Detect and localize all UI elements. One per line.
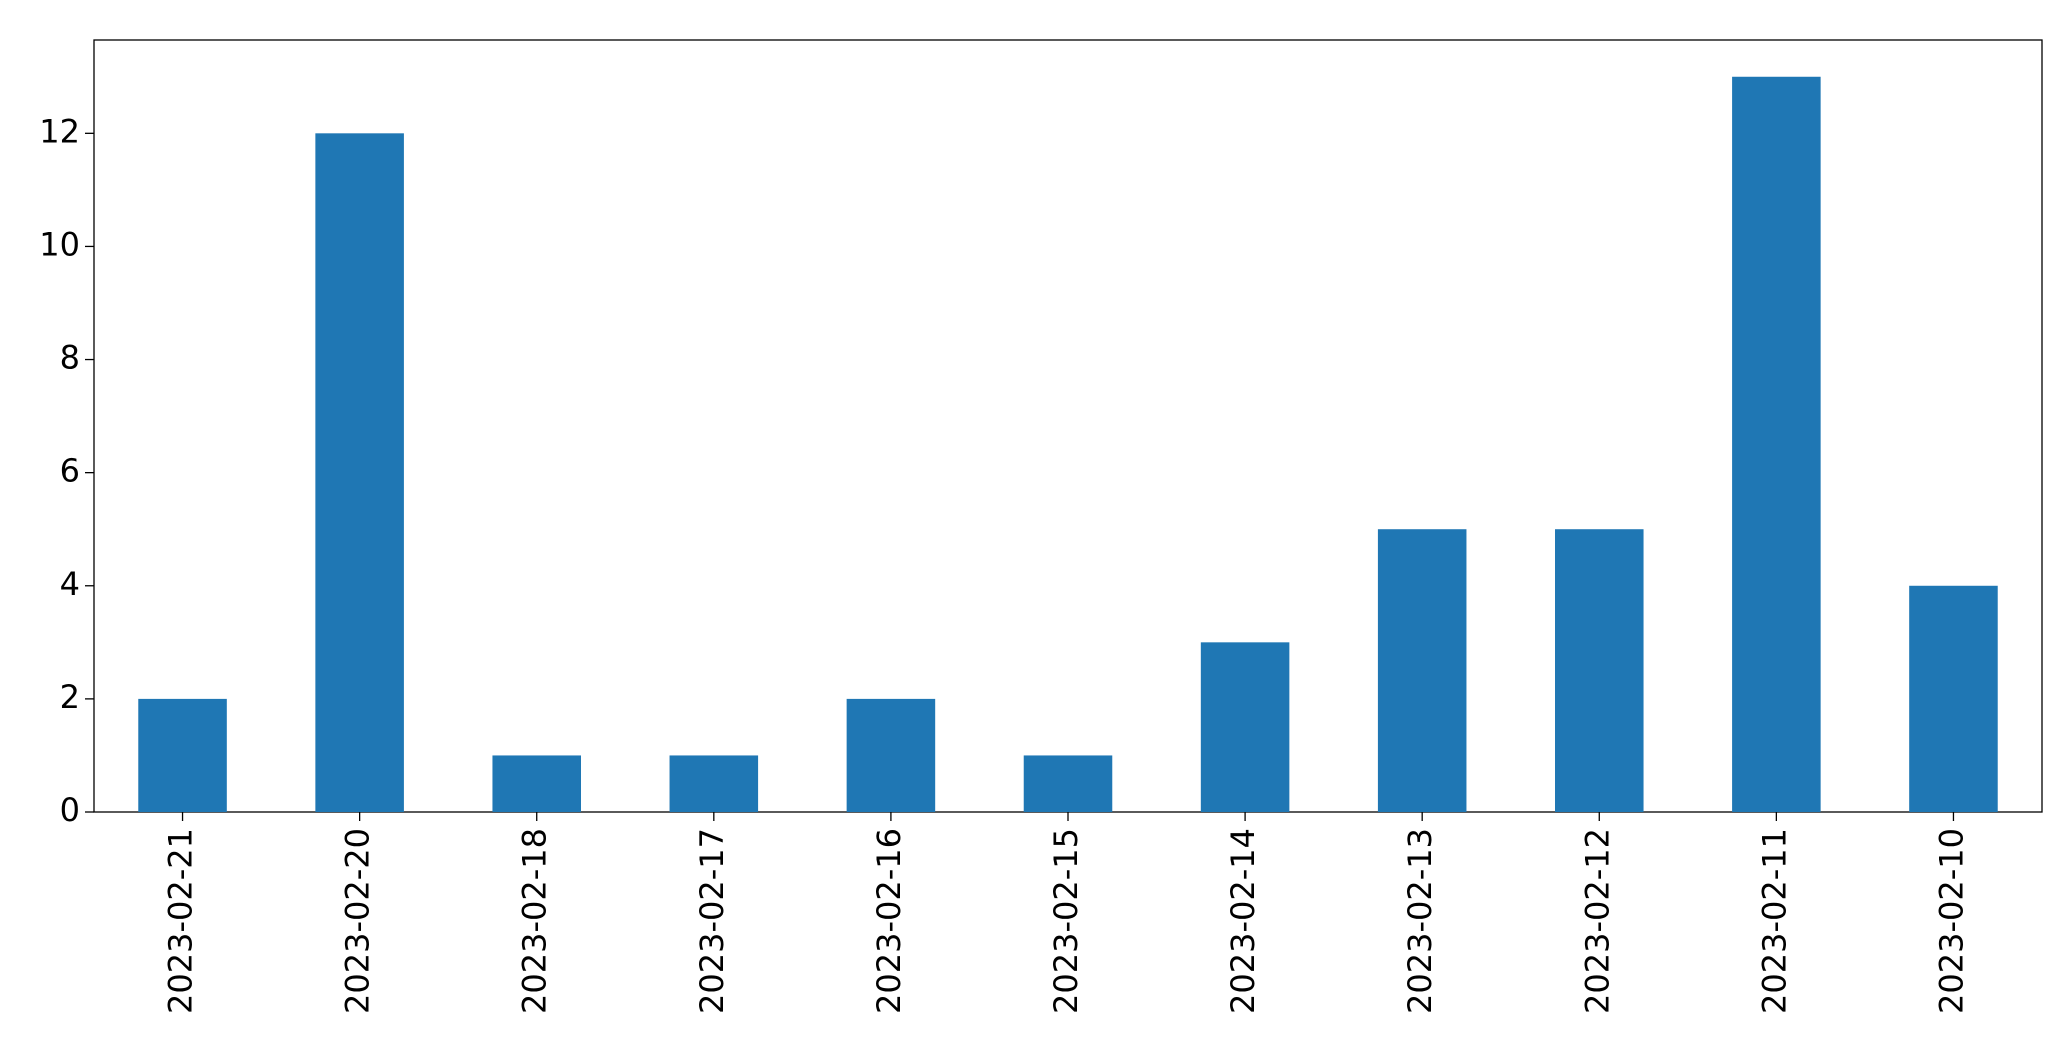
x-tick-label: 2023-02-15 [1047,828,1085,1014]
bar [315,133,404,813]
y-tick-label: 10 [39,225,80,263]
y-tick-label: 2 [60,678,80,716]
bar [138,698,227,812]
bar [1023,755,1113,812]
bar [1555,529,1644,812]
x-tick-label: 2023-02-14 [1224,828,1262,1014]
y-tick-label: 4 [60,565,80,603]
y-tick-label: 0 [60,791,80,829]
bar [1909,585,1998,812]
bar [669,755,759,812]
x-tick-label: 2023-02-12 [1578,828,1616,1014]
x-tick-label: 2023-02-18 [516,828,554,1014]
x-tick-label: 2023-02-17 [693,828,731,1014]
bar [1200,642,1290,812]
x-tick-label: 2023-02-16 [870,828,908,1014]
x-tick-label: 2023-02-21 [162,828,200,1014]
y-tick-label: 8 [60,339,80,377]
bar [492,755,581,812]
x-tick-label: 2023-02-11 [1755,828,1793,1014]
bar [1732,76,1821,812]
bar [1377,529,1467,812]
x-tick-label: 2023-02-20 [339,828,377,1014]
x-tick-label: 2023-02-13 [1401,828,1439,1014]
x-tick-label: 2023-02-10 [1932,828,1970,1014]
y-tick-label: 6 [60,452,80,490]
bar [846,698,936,812]
y-tick-label: 12 [39,112,80,150]
